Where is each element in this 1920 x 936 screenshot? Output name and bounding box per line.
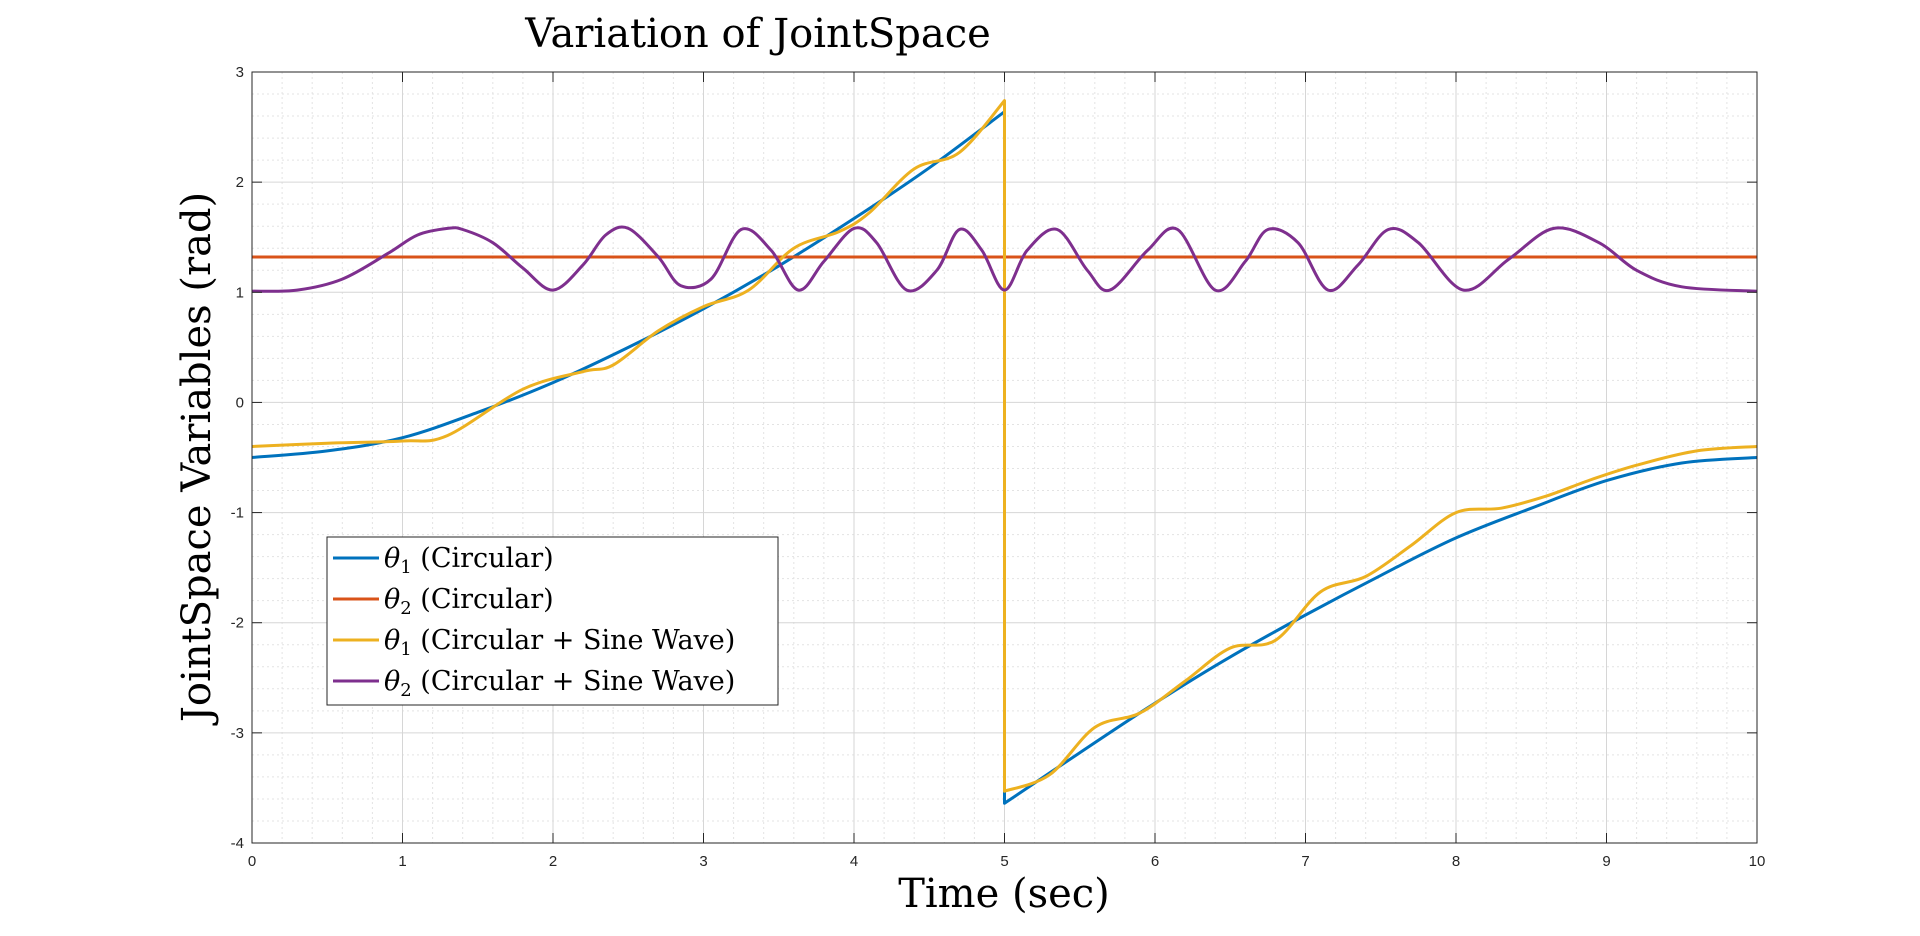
x-tick-labels: 0 1 2 3 4 5 6 7 8 9 10	[248, 853, 1766, 870]
y-tick-label: -1	[231, 505, 244, 522]
y-tick-label: -4	[231, 835, 244, 852]
legend-entry-2: θ2 (Circular)	[384, 584, 554, 619]
series-line-4	[251, 225, 1758, 293]
y-tick-label: 2	[236, 174, 244, 191]
chart-title: Variation of JointSpace	[524, 11, 991, 57]
y-tick-label: 1	[236, 284, 244, 301]
y-tick-labels: -4 -3 -2 -1 0 1 2 3	[231, 64, 244, 852]
y-tick-label: -2	[231, 615, 244, 632]
x-tick-label: 10	[1749, 853, 1766, 870]
legend-entry-4: θ2 (Circular + Sine Wave)	[384, 666, 735, 701]
x-tick-label: 4	[850, 853, 858, 870]
legend-entry-3: θ1 (Circular + Sine Wave)	[384, 625, 735, 660]
legend-entry-1: θ1 (Circular)	[384, 543, 554, 578]
x-tick-label: 0	[248, 853, 256, 870]
x-tick-label: 5	[1000, 853, 1008, 870]
y-tick-label: 3	[236, 64, 244, 81]
x-axis-label: Time (sec)	[898, 871, 1110, 917]
x-tick-label: 6	[1151, 853, 1159, 870]
x-tick-label: 7	[1301, 853, 1309, 870]
x-tick-label: 1	[398, 853, 406, 870]
y-tick-label: -3	[231, 725, 244, 742]
y-axis-label: JointSpace Variables (rad)	[174, 192, 220, 726]
x-tick-label: 9	[1602, 853, 1610, 870]
legend: θ1 (Circular) θ2 (Circular) θ1 (Circular +…	[326, 536, 779, 706]
x-tick-label: 3	[699, 853, 707, 870]
x-tick-label: 8	[1452, 853, 1460, 870]
series-layer	[251, 99, 1758, 805]
legend-box	[326, 536, 779, 706]
series-line-3	[251, 99, 1758, 793]
y-tick-label: 0	[236, 394, 244, 411]
tick-marks	[251, 71, 1758, 844]
x-tick-label: 2	[549, 853, 557, 870]
